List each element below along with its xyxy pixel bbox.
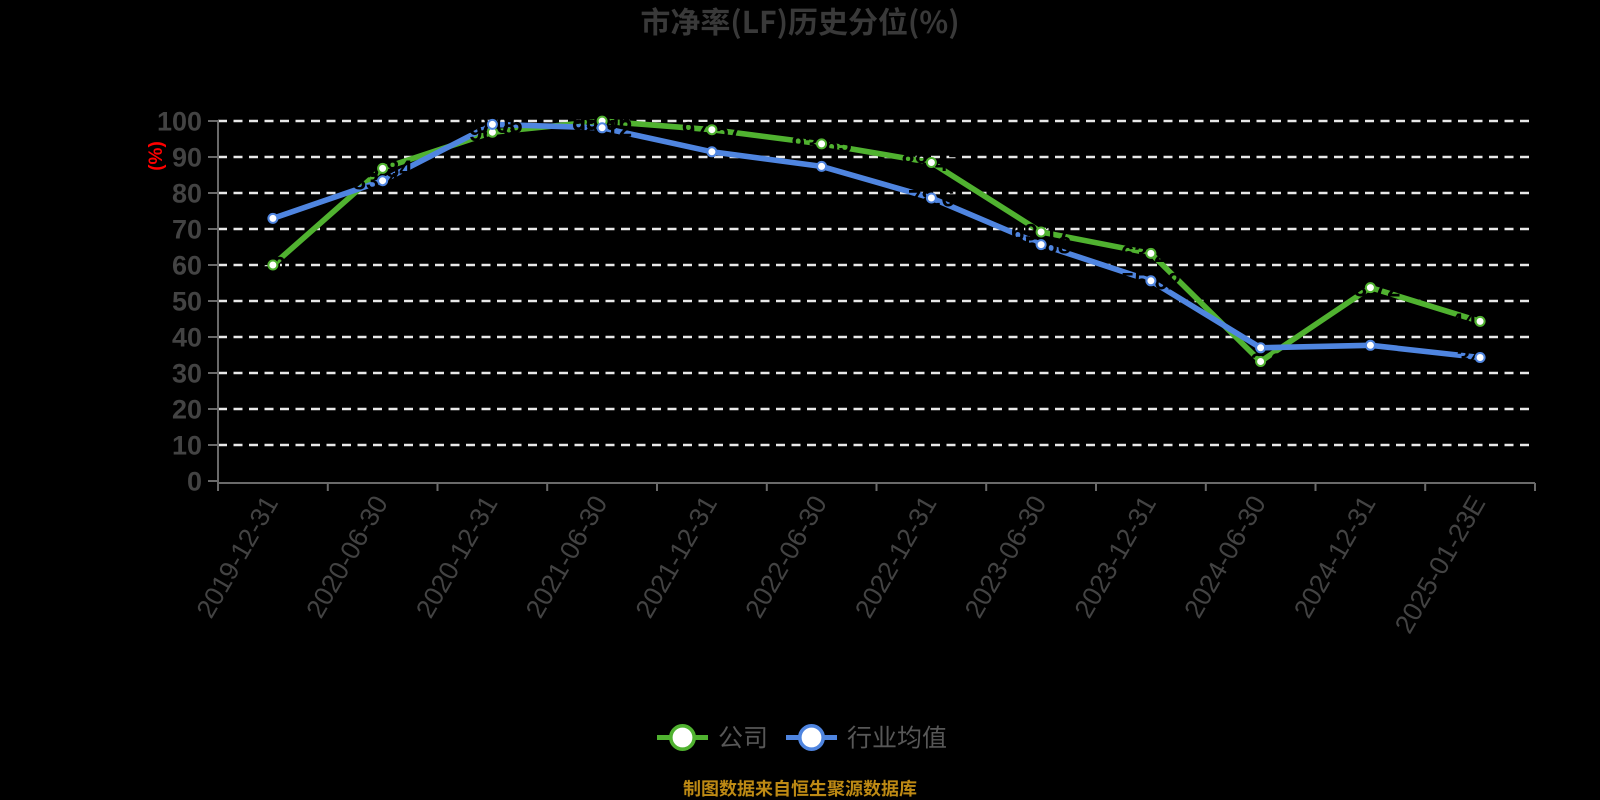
svg-text:90: 90 [172, 143, 202, 173]
svg-text:70: 70 [172, 215, 202, 245]
svg-text:60: 60 [172, 251, 202, 281]
svg-text:50: 50 [172, 287, 202, 317]
svg-text:20: 20 [172, 395, 202, 425]
svg-text:(%): (%) [146, 141, 167, 171]
svg-text:30: 30 [172, 359, 202, 389]
svg-text:80: 80 [172, 179, 202, 209]
svg-text:10: 10 [172, 431, 202, 461]
svg-text:0: 0 [187, 467, 202, 497]
svg-text:40: 40 [172, 323, 202, 353]
svg-text:100: 100 [157, 107, 202, 137]
